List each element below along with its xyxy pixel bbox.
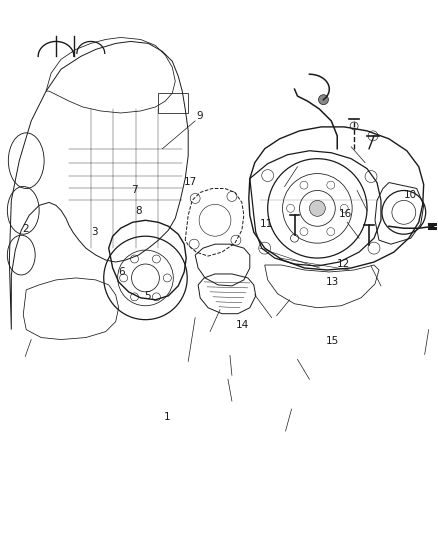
Text: 7: 7 <box>131 185 138 195</box>
Text: 8: 8 <box>135 206 142 216</box>
Text: 11: 11 <box>260 219 273 229</box>
Text: 10: 10 <box>404 190 417 200</box>
Text: 12: 12 <box>336 259 350 269</box>
Text: 3: 3 <box>92 227 98 237</box>
Text: 5: 5 <box>144 290 151 301</box>
Text: 14: 14 <box>237 320 250 330</box>
Circle shape <box>318 95 328 104</box>
Text: 15: 15 <box>325 336 339 345</box>
Text: 1: 1 <box>163 413 170 423</box>
Text: 16: 16 <box>339 208 352 219</box>
Circle shape <box>309 200 325 216</box>
Text: 6: 6 <box>118 267 124 277</box>
Text: 13: 13 <box>325 277 339 287</box>
Text: 9: 9 <box>196 110 203 120</box>
Text: 17: 17 <box>184 177 198 187</box>
Text: 2: 2 <box>22 224 28 235</box>
